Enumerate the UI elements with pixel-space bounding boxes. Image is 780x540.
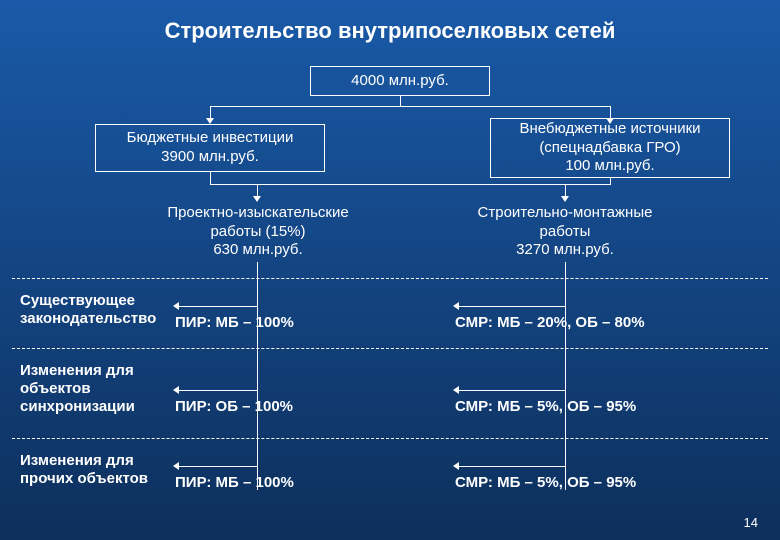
conn-segment	[455, 390, 565, 391]
conn-segment	[257, 262, 258, 490]
box-line: Строительно-монтажные	[478, 204, 653, 223]
dashed-divider	[12, 438, 768, 439]
row-label-line: объектов	[20, 380, 135, 398]
slide-title: Строительство внутрипоселковых сетей	[30, 18, 750, 44]
box-line: 100 млн.руб.	[565, 157, 654, 176]
conn-segment	[565, 262, 566, 490]
box-line: 3900 млн.руб.	[161, 148, 259, 167]
arrow-icon	[173, 302, 179, 310]
conn-segment	[210, 172, 211, 184]
row3-pir: ПИР: МБ – 100%	[175, 474, 294, 491]
box-line: 3270 млн.руб.	[516, 241, 614, 260]
slide-root: Строительство внутрипоселковых сетей 400…	[0, 0, 780, 540]
conn-segment	[175, 390, 257, 391]
box-pir: Проектно-изыскательские работы (15%) 630…	[148, 202, 368, 262]
conn-segment	[400, 96, 401, 106]
box-line: Внебюджетные источники	[519, 120, 700, 139]
conn-segment	[175, 306, 257, 307]
dashed-divider	[12, 348, 768, 349]
row-label-1: Существующее законодательство	[20, 292, 156, 328]
conn-segment	[210, 106, 610, 107]
conn-segment	[455, 306, 565, 307]
box-total: 4000 млн.руб.	[310, 66, 490, 96]
conn-segment	[610, 178, 611, 185]
conn-segment	[455, 466, 565, 467]
row2-pir: ПИР: ОБ – 100%	[175, 398, 293, 415]
row-label-line: Существующее	[20, 292, 156, 310]
box-budget: Бюджетные инвестиции 3900 млн.руб.	[95, 124, 325, 172]
box-line: Проектно-изыскательские	[167, 204, 348, 223]
arrow-icon	[453, 386, 459, 394]
row-label-line: синхронизации	[20, 398, 135, 416]
box-line: (спецнадбавка ГРО)	[539, 139, 680, 158]
row-label-line: Изменения для	[20, 362, 135, 380]
row1-smr: СМР: МБ – 20%, ОБ – 80%	[455, 314, 645, 331]
box-line: работы	[540, 223, 591, 242]
arrow-icon	[173, 462, 179, 470]
box-offbudget: Внебюджетные источники (спецнадбавка ГРО…	[490, 118, 730, 178]
row1-pir: ПИР: МБ – 100%	[175, 314, 294, 331]
box-smr: Строительно-монтажные работы 3270 млн.ру…	[455, 202, 675, 262]
arrow-icon	[453, 462, 459, 470]
box-total-text: 4000 млн.руб.	[351, 72, 449, 91]
row-label-line: законодательство	[20, 310, 156, 328]
page-number: 14	[744, 515, 758, 530]
row-label-line: Изменения для	[20, 452, 148, 470]
row-label-2: Изменения для объектов синхронизации	[20, 362, 135, 416]
row-label-line: прочих объектов	[20, 470, 148, 488]
box-line: работы (15%)	[210, 223, 305, 242]
box-line: Бюджетные инвестиции	[127, 129, 294, 148]
arrow-icon	[453, 302, 459, 310]
row3-smr: СМР: МБ – 5%, ОБ – 95%	[455, 474, 636, 491]
row2-smr: СМР: МБ – 5%, ОБ – 95%	[455, 398, 636, 415]
conn-segment	[210, 184, 610, 185]
conn-segment	[175, 466, 257, 467]
box-line: 630 млн.руб.	[213, 241, 302, 260]
dashed-divider	[12, 278, 768, 279]
arrow-icon	[173, 386, 179, 394]
row-label-3: Изменения для прочих объектов	[20, 452, 148, 488]
